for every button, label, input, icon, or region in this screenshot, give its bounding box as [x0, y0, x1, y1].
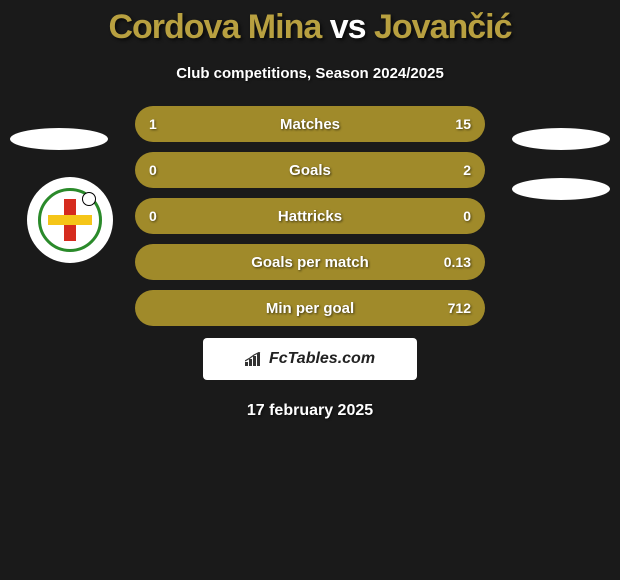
stat-left-value: 0 [135, 162, 185, 178]
stat-label: Goals [185, 162, 435, 179]
bar-chart-icon [245, 352, 263, 366]
player1-name: Cordova Mina [108, 8, 321, 46]
branding-text: FcTables.com [269, 350, 375, 368]
stat-label: Min per goal [185, 300, 435, 317]
stat-right-value: 2 [435, 162, 485, 178]
badge-graphic [38, 188, 102, 252]
player2-placeholder-ellipse-bottom [512, 178, 610, 200]
vs-text: vs [330, 8, 366, 46]
stat-right-value: 712 [435, 300, 485, 316]
stat-row-matches: 1 Matches 15 [135, 106, 485, 142]
player2-placeholder-ellipse-top [512, 128, 610, 150]
stat-left-value: 0 [135, 208, 185, 224]
subtitle: Club competitions, Season 2024/2025 [0, 65, 620, 82]
stat-left-value: 1 [135, 116, 185, 132]
stat-right-value: 0 [435, 208, 485, 224]
date: 17 february 2025 [0, 402, 620, 420]
stat-right-value: 0.13 [435, 254, 485, 270]
comparison-card: Cordova Mina vs Jovančić Club competitio… [0, 0, 620, 420]
stat-row-goals-per-match: Goals per match 0.13 [135, 244, 485, 280]
stat-right-value: 15 [435, 116, 485, 132]
stat-label: Goals per match [185, 254, 435, 271]
stat-row-goals: 0 Goals 2 [135, 152, 485, 188]
stat-row-hattricks: 0 Hattricks 0 [135, 198, 485, 234]
stats-list: 1 Matches 15 0 Goals 2 0 Hattricks 0 Goa… [135, 106, 485, 326]
player1-placeholder-ellipse [10, 128, 108, 150]
club-badge [27, 177, 113, 263]
title: Cordova Mina vs Jovančić [0, 8, 620, 47]
stat-label: Matches [185, 116, 435, 133]
player2-name: Jovančić [374, 8, 512, 46]
stat-label: Hattricks [185, 208, 435, 225]
stat-row-min-per-goal: Min per goal 712 [135, 290, 485, 326]
branding-box: FcTables.com [203, 338, 417, 380]
